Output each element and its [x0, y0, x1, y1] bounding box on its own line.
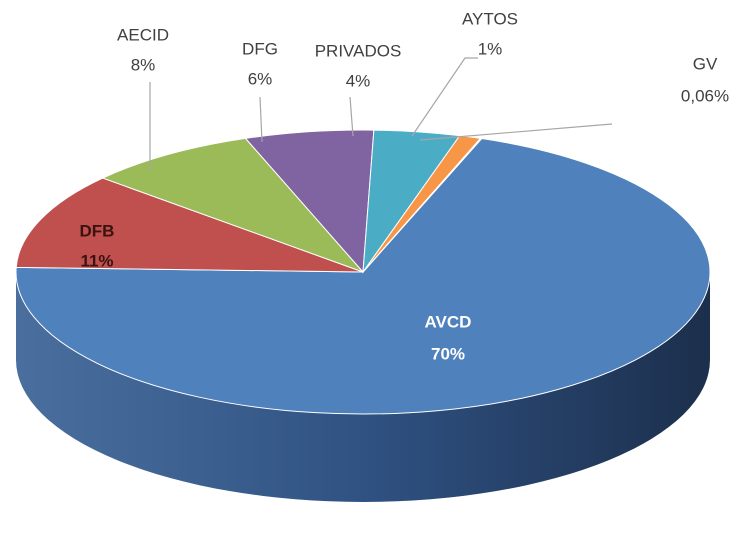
leader-line [259, 96, 263, 143]
pie-slice [362, 137, 483, 273]
category-label: DFG [242, 39, 278, 58]
value-label: 1% [478, 39, 503, 58]
pie-slice [15, 177, 364, 273]
pie-slice [101, 137, 364, 273]
pie-slice [244, 129, 375, 274]
value-label: 4% [346, 71, 371, 90]
category-label: AYTOS [462, 9, 518, 28]
value-label: 70% [431, 344, 465, 363]
pie-slice [15, 138, 711, 415]
pie-side [16, 272, 710, 502]
value-label: 11% [80, 251, 113, 270]
category-label: AECID [117, 25, 169, 44]
leader-line [419, 123, 613, 141]
category-label: GV [693, 54, 718, 73]
value-label: 0,06% [681, 86, 729, 105]
category-label: PRIVADOS [315, 41, 402, 60]
category-label: DFB [80, 221, 115, 240]
value-label: 6% [248, 69, 273, 88]
value-label: 8% [131, 55, 156, 74]
category-label: AVCD [425, 312, 472, 331]
leader-line [411, 57, 478, 137]
leader-line [349, 96, 354, 137]
